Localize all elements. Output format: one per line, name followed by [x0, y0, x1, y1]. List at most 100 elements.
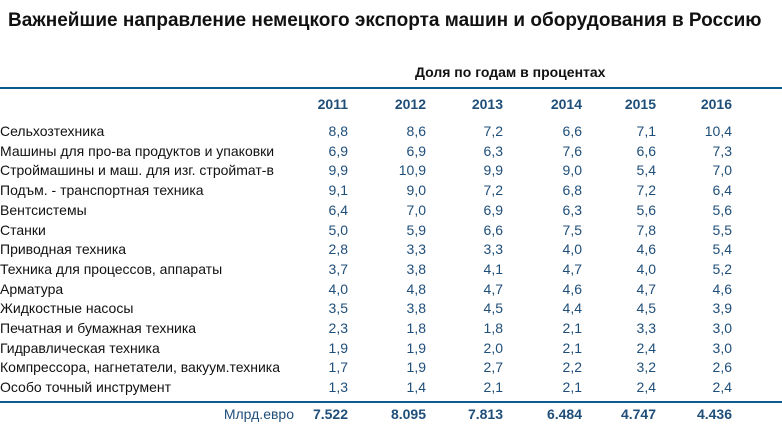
cell-value: 4,7 [562, 260, 582, 277]
cell-value: 1,3 [328, 379, 348, 396]
cell-value: 10,4 [704, 123, 732, 139]
cell-value: 3,7 [328, 260, 348, 277]
cell-value: 9,0 [562, 162, 582, 179]
cell-value: 4,5 [636, 300, 656, 317]
cell-value: 4,6 [562, 280, 582, 297]
cell-value: 6,3 [483, 142, 503, 159]
cell-value: 6,4 [328, 201, 348, 218]
cell-value: 5,9 [406, 221, 426, 238]
cell-value: 6,9 [483, 201, 503, 218]
cell-value: 7,0 [406, 201, 426, 218]
totals-rule [0, 401, 782, 403]
row-label: Строймашины и маш. для изг. стройmат-в [0, 162, 274, 179]
cell-value: 1,8 [483, 320, 503, 337]
table-row: Особо точный инструмент 1,3 1,4 2,1 2,1 2,4 2,… [0, 378, 732, 398]
cell-value: 1,4 [406, 379, 426, 396]
year-header: 2014 [550, 95, 582, 112]
cell-value: 6,9 [328, 142, 348, 159]
cell-value: 3,8 [406, 260, 426, 277]
cell-value: 5,6 [712, 201, 732, 218]
year-header: 2011 [317, 95, 348, 112]
cell-value: 4,6 [636, 241, 656, 258]
year-header: 2015 [624, 95, 656, 112]
total-value: 4.436 [696, 406, 732, 422]
row-label: Станки [0, 221, 46, 238]
cell-value: 4,0 [636, 260, 656, 277]
year-header-row: 2011 2012 2013 2014 2015 2016 [0, 91, 732, 116]
cell-value: 7,2 [483, 182, 503, 199]
table-row: Компрессора, нагнетатели, вакуум.техника… [0, 358, 732, 378]
cell-value: 5,5 [712, 221, 732, 238]
table-row: Вентсистемы 6,4 7,0 6,9 6,3 5,6 5,6 [0, 201, 732, 221]
table-subtitle: Доля по годам в процентах [415, 64, 606, 80]
cell-value: 2,4 [636, 339, 656, 356]
cell-value: 2,8 [328, 241, 348, 258]
table-row: Приводная техника 2,8 3,3 3,3 4,0 4,6 5,4 [0, 240, 732, 260]
header-rule [0, 87, 782, 89]
cell-value: 1,7 [328, 359, 348, 376]
cell-value: 4,5 [483, 300, 503, 317]
cell-value: 2,4 [636, 379, 656, 396]
totals-label: Млрд.евро [223, 406, 294, 422]
cell-value: 7,8 [636, 221, 656, 238]
year-header: 2013 [471, 95, 503, 112]
row-label: Сельхозтехника [0, 123, 105, 139]
cell-value: 9,1 [328, 182, 348, 199]
cell-value: 2,1 [562, 320, 582, 337]
table-row: Жидкостные насосы 3,5 3,8 4,5 4,4 4,5 3,9 [0, 299, 732, 319]
cell-value: 3,0 [712, 320, 732, 337]
totals-row: Млрд.евро 7.522 8.095 7.813 6.484 4.747 … [0, 403, 732, 425]
cell-value: 7,0 [712, 162, 732, 179]
cell-value: 1,9 [328, 339, 348, 356]
cell-value: 2,0 [483, 339, 503, 356]
cell-value: 4,8 [406, 280, 426, 297]
cell-value: 4,0 [328, 280, 348, 297]
cell-value: 6,6 [636, 142, 656, 159]
cell-value: 3,3 [406, 241, 426, 258]
cell-value: 2,7 [483, 359, 503, 376]
cell-value: 6,6 [562, 123, 582, 139]
cell-value: 10,9 [398, 162, 426, 179]
cell-value: 3,3 [483, 241, 503, 258]
cell-value: 9,0 [406, 182, 426, 199]
cell-value: 3,9 [712, 300, 732, 317]
cell-value: 1,9 [406, 359, 426, 376]
cell-value: 3,5 [328, 300, 348, 317]
cell-value: 2,3 [328, 320, 348, 337]
table-row: Строймашины и маш. для изг. стройmат-в 9,… [0, 161, 732, 181]
cell-value: 5,4 [636, 162, 656, 179]
cell-value: 4,6 [712, 280, 732, 297]
cell-value: 5,4 [712, 241, 732, 258]
cell-value: 7,1 [636, 123, 656, 139]
table-row: Станки 5,0 5,9 6,6 7,5 7,8 5,5 [0, 221, 732, 241]
cell-value: 1,9 [406, 339, 426, 356]
table-row: Техника для процессов, аппараты 3,7 3,8 4,1… [0, 260, 732, 280]
cell-value: 6,4 [712, 182, 732, 199]
row-label: Печатная и бумажная техника [0, 320, 197, 337]
table-row: Гидравлическая техника 1,9 1,9 2,0 2,1 2,4 3,0 [0, 339, 732, 359]
cell-value: 6,9 [406, 142, 426, 159]
cell-value: 2,4 [712, 379, 732, 396]
total-value: 7.522 [312, 406, 348, 422]
cell-value: 9,9 [328, 162, 348, 179]
cell-value: 5,6 [636, 201, 656, 218]
cell-value: 5,2 [712, 260, 732, 277]
row-label: Подъм. - транспортная техника [0, 182, 204, 199]
row-label: Арматура [0, 280, 64, 297]
cell-value: 3,2 [636, 359, 656, 376]
row-label: Жидкостные насосы [0, 300, 134, 317]
cell-value: 4,7 [636, 280, 656, 297]
cell-value: 4,7 [483, 280, 503, 297]
total-value: 6.484 [546, 406, 582, 422]
cell-value: 6,8 [562, 182, 582, 199]
page-title: Важнейшие направление немецкого экспорта… [8, 10, 762, 31]
cell-value: 8,6 [406, 123, 426, 139]
row-label: Приводная техника [0, 241, 127, 258]
cell-value: 6,3 [562, 201, 582, 218]
year-header: 2012 [394, 95, 426, 112]
cell-value: 4,1 [483, 260, 503, 277]
row-label: Компрессора, нагнетатели, вакуум.техника [0, 359, 280, 376]
table-row: Подъм. - транспортная техника 9,1 9,0 7,2 6,… [0, 181, 732, 201]
row-label: Особо точный инструмент [0, 379, 172, 396]
cell-value: 7,3 [712, 142, 732, 159]
